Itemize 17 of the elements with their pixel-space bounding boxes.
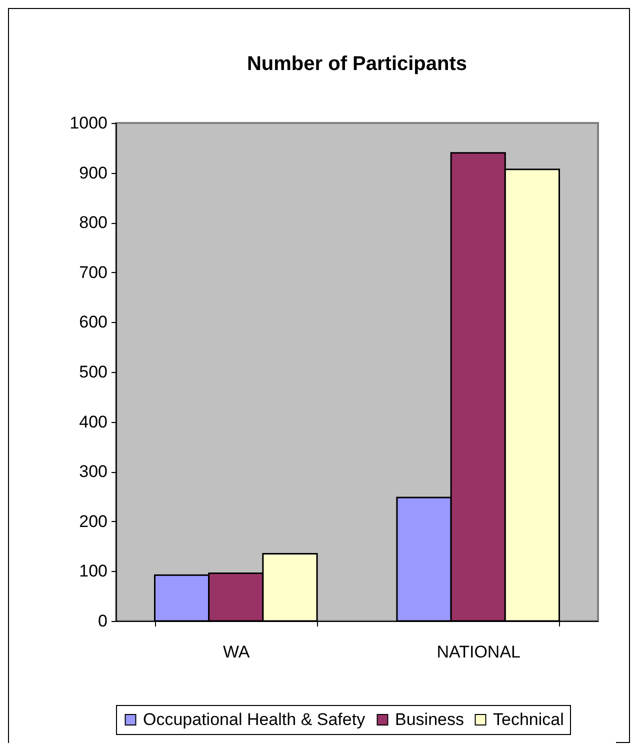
y-tick-label: 200: [79, 512, 108, 531]
y-tick-label: 400: [79, 412, 108, 432]
legend-label: Occupational Health & Safety: [143, 710, 366, 729]
y-tick-label: 1000: [70, 114, 108, 132]
chart-title: Number of Participants: [246, 53, 468, 75]
y-tick-label: 100: [79, 562, 108, 581]
y-tick-label: 700: [79, 262, 108, 282]
y-tick-label: 600: [79, 312, 108, 332]
y-tick-label: 500: [79, 362, 108, 382]
y-tick-label: 800: [79, 213, 108, 232]
x-tick-label: NATIONAL: [436, 642, 520, 662]
legend-label: Business: [395, 710, 464, 729]
x-tick-label: WA: [223, 642, 250, 662]
legend-label: Technical: [493, 710, 564, 729]
y-tick-label: 300: [79, 462, 108, 482]
y-tick-label: 0: [98, 612, 108, 630]
y-tick-label: 900: [79, 163, 108, 182]
